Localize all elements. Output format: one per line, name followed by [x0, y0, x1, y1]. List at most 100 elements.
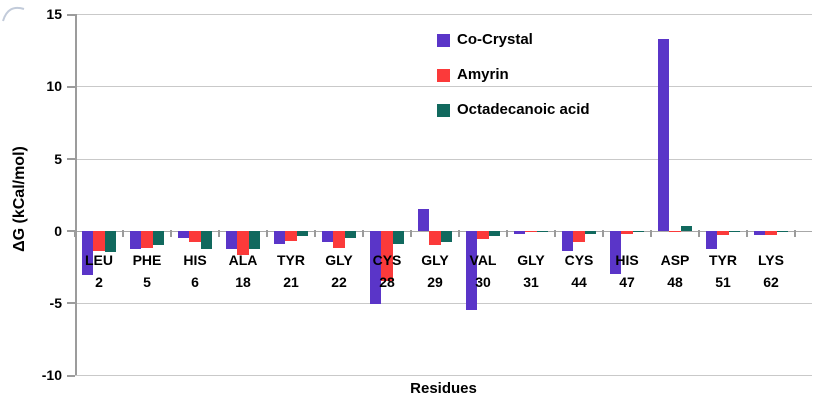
category-tick — [74, 229, 76, 237]
bar-amyrin-his47 — [621, 230, 633, 234]
bar-co-crystal-gly31 — [514, 230, 526, 234]
bar-co-crystal-lys62 — [754, 230, 766, 236]
category-tick — [506, 229, 508, 237]
bar-co-crystal-his47 — [610, 230, 622, 274]
bar-amyrin-val30 — [477, 230, 489, 240]
y-axis-tick — [67, 374, 75, 377]
category-tick — [698, 229, 700, 237]
y-tick-label: -10 — [41, 367, 62, 384]
bar-octadecanoic-acid-tyr51 — [728, 230, 740, 233]
gridline — [75, 375, 812, 377]
bar-amyrin-his6 — [189, 230, 201, 243]
category-label: GLY 31 — [517, 252, 545, 290]
category-label: VAL 30 — [469, 252, 497, 290]
bar-co-crystal-ala18 — [226, 230, 238, 250]
category-tick — [314, 229, 316, 237]
bar-amyrin-gly31 — [525, 230, 537, 232]
gridline — [75, 158, 812, 160]
category-label: LEU 2 — [85, 252, 113, 290]
page-curl-artifact — [2, 6, 25, 22]
bar-co-crystal-his6 — [178, 230, 190, 238]
bar-amyrin-leu2 — [93, 230, 105, 251]
gridline — [75, 86, 812, 88]
legend-label: Amyrin — [457, 66, 509, 83]
y-axis-line — [75, 14, 77, 376]
legend: Co-Crystal Amyrin Octadecanoic acid — [437, 29, 590, 134]
category-label: ASP 48 — [660, 252, 690, 290]
category-label: TYR 21 — [277, 252, 305, 290]
category-label: LYS 62 — [758, 252, 784, 290]
category-tick — [794, 229, 796, 237]
bar-co-crystal-phe5 — [130, 230, 142, 250]
category-tick — [218, 229, 220, 237]
bar-amyrin-cys44 — [573, 230, 585, 243]
y-axis-tick — [67, 302, 75, 305]
bar-amyrin-cys28 — [381, 230, 393, 282]
legend-item-octadecanoic: Octadecanoic acid — [437, 99, 590, 121]
category-label: CYS 28 — [372, 252, 402, 290]
category-tick — [170, 229, 172, 237]
bar-octadecanoic-acid-ala18 — [248, 230, 260, 250]
bar-octadecanoic-acid-phe5 — [152, 230, 164, 246]
y-axis-tick — [67, 230, 75, 233]
bar-co-crystal-asp48 — [658, 38, 670, 231]
bar-co-crystal-cys28 — [370, 230, 382, 305]
category-tick — [122, 229, 124, 237]
y-tick-label: 15 — [46, 6, 62, 23]
bar-octadecanoic-acid-tyr21 — [296, 230, 308, 237]
category-label: ALA 18 — [228, 252, 258, 290]
category-label: HIS 6 — [183, 252, 207, 290]
bar-co-crystal-gly22 — [322, 230, 334, 243]
y-tick-label: 0 — [54, 222, 62, 239]
octadecanoic-swatch-icon — [437, 103, 450, 117]
bar-octadecanoic-acid-lys62 — [776, 230, 788, 233]
bar-co-crystal-tyr51 — [706, 230, 718, 250]
legend-label: Co-Crystal — [457, 31, 533, 48]
bar-octadecanoic-acid-leu2 — [104, 230, 116, 253]
bar-octadecanoic-acid-his6 — [200, 230, 212, 250]
category-label: GLY 22 — [325, 252, 353, 290]
category-tick — [362, 229, 364, 237]
category-tick — [650, 229, 652, 237]
bar-octadecanoic-acid-his47 — [632, 230, 644, 233]
bar-amyrin-tyr21 — [285, 230, 297, 241]
category-tick — [266, 229, 268, 237]
legend-label: Octadecanoic acid — [457, 101, 590, 118]
y-axis-tick — [67, 85, 75, 88]
amyrin-swatch-icon — [437, 68, 450, 82]
bar-amyrin-phe5 — [141, 230, 153, 248]
bar-amyrin-gly22 — [333, 230, 345, 248]
bar-amyrin-tyr51 — [717, 230, 729, 236]
x-axis-title: Residues — [410, 380, 477, 397]
bar-co-crystal-val30 — [466, 230, 478, 311]
bar-octadecanoic-acid-val30 — [488, 230, 500, 237]
legend-item-cocrystal: Co-Crystal — [437, 29, 590, 51]
y-tick-label: 10 — [46, 78, 62, 95]
category-label: PHE 5 — [132, 252, 162, 290]
y-tick-label: 5 — [54, 150, 62, 167]
bar-octadecanoic-acid-gly29 — [440, 230, 452, 243]
legend-item-amyrin: Amyrin — [437, 64, 590, 86]
y-axis-title: ΔG (kCal/mol) — [11, 146, 28, 252]
bar-amyrin-lys62 — [765, 230, 777, 236]
y-axis-tick — [67, 158, 75, 160]
category-tick — [410, 229, 412, 237]
bar-octadecanoic-acid-asp48 — [680, 226, 692, 231]
bar-amyrin-ala18 — [237, 230, 249, 256]
gridline — [75, 14, 812, 16]
category-tick — [746, 229, 748, 237]
category-tick — [602, 229, 604, 237]
bar-amyrin-gly29 — [429, 230, 441, 246]
category-tick — [554, 229, 556, 237]
y-tick-label: -5 — [49, 294, 62, 311]
category-tick — [458, 229, 460, 237]
category-label: CYS 44 — [564, 252, 594, 290]
y-axis-tick — [67, 13, 75, 16]
gridline — [75, 302, 812, 304]
bar-co-crystal-tyr21 — [274, 230, 286, 244]
bar-octadecanoic-acid-gly22 — [344, 230, 356, 238]
bar-co-crystal-leu2 — [82, 230, 94, 276]
bar-co-crystal-cys44 — [562, 230, 574, 251]
bar-octadecanoic-acid-cys28 — [392, 230, 404, 244]
